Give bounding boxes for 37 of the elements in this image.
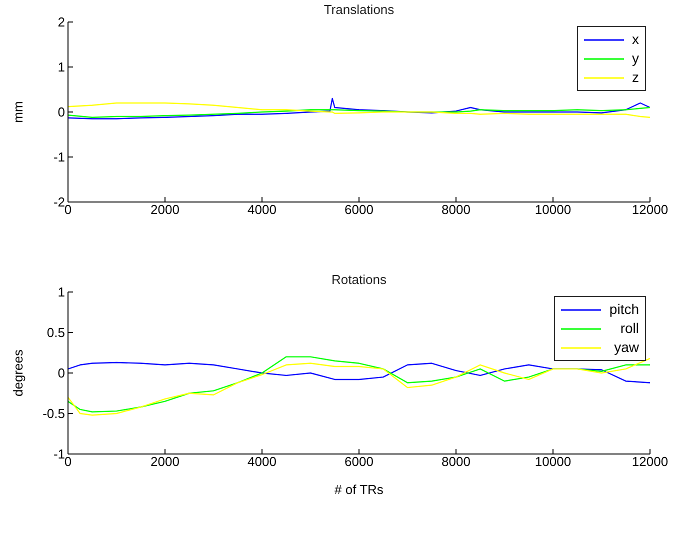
y-tick-label: 0.5 [46, 325, 65, 340]
line-series [68, 362, 650, 384]
y-axis-title: degrees [10, 349, 26, 396]
x-tick-label: 2000 [150, 454, 180, 470]
y-axis-title: mm [10, 101, 26, 123]
x-tick-label: 12000 [632, 202, 668, 218]
legend-label: x [632, 30, 639, 49]
y-tick-label: 1 [58, 284, 65, 300]
x-tick-label: 2000 [150, 202, 180, 218]
y-tick-label: 1 [58, 60, 65, 75]
line-series [68, 102, 650, 118]
y-tick-label: 0 [58, 366, 65, 381]
line-series [68, 98, 650, 120]
x-tick-label: 10000 [534, 202, 572, 218]
y-tick-label: -1 [53, 446, 65, 462]
x-tick-label: 8000 [442, 454, 470, 470]
x-tick-label: 12000 [632, 454, 668, 470]
legend-label: roll [620, 319, 639, 338]
chart-title: Rotations [330, 272, 388, 287]
x-tick-label: 8000 [442, 202, 470, 218]
x-tick-label: 6000 [344, 202, 374, 218]
y-tick-label: -0.5 [42, 406, 65, 422]
line-series [68, 106, 650, 118]
legend-label: yaw [614, 338, 639, 357]
y-tick-label: -2 [53, 194, 65, 210]
y-tick-label: 2 [58, 14, 65, 30]
legend-label: pitch [609, 300, 639, 319]
x-tick-label: 4000 [248, 454, 276, 470]
legend-label: z [632, 68, 639, 87]
x-axis-title: # of TRs [334, 482, 384, 497]
y-tick-label: 0 [58, 104, 65, 120]
chart-title: Translations [322, 2, 396, 17]
x-tick-label: 4000 [248, 202, 276, 218]
x-tick-label: 10000 [534, 454, 572, 470]
x-tick-label: 6000 [344, 454, 374, 470]
legend-label: y [632, 49, 639, 68]
y-tick-label: -1 [53, 150, 65, 165]
